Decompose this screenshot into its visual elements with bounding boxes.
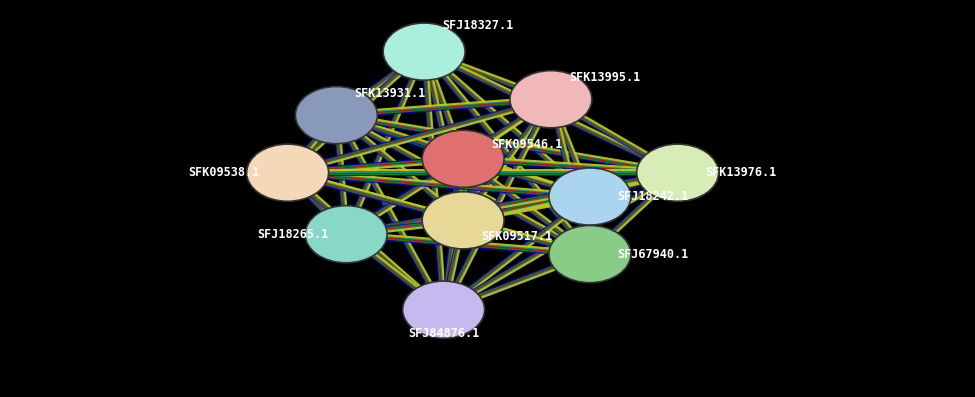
Ellipse shape: [637, 144, 719, 201]
Ellipse shape: [305, 206, 387, 263]
Text: SFJ18327.1: SFJ18327.1: [442, 19, 514, 32]
Text: SFK09538.1: SFK09538.1: [188, 166, 260, 179]
Ellipse shape: [383, 23, 465, 80]
Ellipse shape: [403, 281, 485, 338]
Ellipse shape: [422, 130, 504, 187]
Text: SFJ67940.1: SFJ67940.1: [617, 248, 689, 260]
Ellipse shape: [422, 192, 504, 249]
Text: SFJ18265.1: SFJ18265.1: [256, 228, 329, 241]
Ellipse shape: [247, 144, 329, 201]
Text: SFJ84876.1: SFJ84876.1: [408, 327, 480, 340]
Text: SFK09546.1: SFK09546.1: [490, 139, 563, 151]
Text: SFK09517.1: SFK09517.1: [481, 230, 553, 243]
Ellipse shape: [295, 87, 377, 144]
Text: SFK13995.1: SFK13995.1: [568, 71, 641, 84]
Ellipse shape: [549, 168, 631, 225]
Text: SFJ18242.1: SFJ18242.1: [617, 190, 689, 203]
Ellipse shape: [510, 71, 592, 128]
Text: SFK13976.1: SFK13976.1: [705, 166, 777, 179]
Text: SFK13931.1: SFK13931.1: [354, 87, 426, 100]
Ellipse shape: [549, 225, 631, 283]
